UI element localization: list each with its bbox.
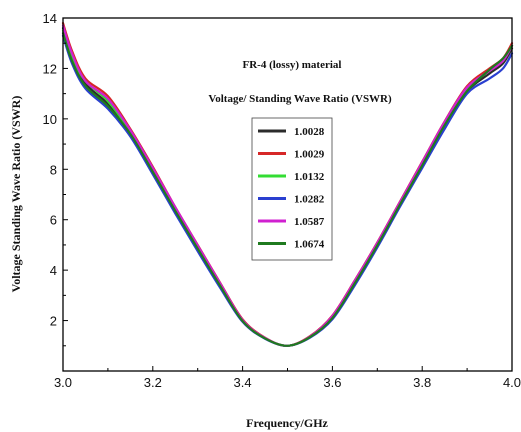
y-tick-label: 12 <box>43 61 57 76</box>
legend-label-2: 1.0132 <box>294 171 325 183</box>
y-tick-label: 14 <box>43 11 57 26</box>
y-tick-label: 4 <box>50 263 57 278</box>
legend-label-0: 1.0028 <box>294 126 325 138</box>
x-axis-title: Frequency/GHz <box>246 416 328 430</box>
legend-label-5: 1.0674 <box>294 239 325 251</box>
legend-box <box>251 117 333 261</box>
legend: 1.0028 1.0029 1.0132 1.0282 1.0587 1.0674 <box>251 117 333 261</box>
series-layer <box>61 21 514 347</box>
legend-label-4: 1.0587 <box>294 216 325 228</box>
x-tick-label: 3.4 <box>234 375 252 390</box>
x-tick-label: 3.0 <box>54 375 72 390</box>
y-axis-ticks: 2 4 6 8 10 12 14 <box>43 11 68 347</box>
y-tick-label: 8 <box>50 162 57 177</box>
y-tick-label: 2 <box>50 314 57 329</box>
x-tick-label: 3.8 <box>413 375 431 390</box>
legend-label-1: 1.0029 <box>294 149 325 161</box>
y-tick-label: 10 <box>43 112 57 127</box>
y-tick-label: 6 <box>50 213 57 228</box>
x-tick-label: 4.0 <box>503 375 521 390</box>
y-axis-title: Voltage Standing Wave Ratio (VSWR) <box>9 96 23 293</box>
x-tick-label: 3.2 <box>144 375 162 390</box>
series-line-5 <box>61 32 514 347</box>
x-tick-label: 3.6 <box>323 375 341 390</box>
annotation-vswr: Voltage/ Standing Wave Ratio (VSWR) <box>208 93 392 105</box>
x-axis-ticks: 3.0 3.2 3.4 3.6 3.8 4.0 <box>54 366 521 390</box>
annotation-material: FR-4 (lossy) material <box>243 59 342 71</box>
legend-label-3: 1.0282 <box>294 194 325 206</box>
